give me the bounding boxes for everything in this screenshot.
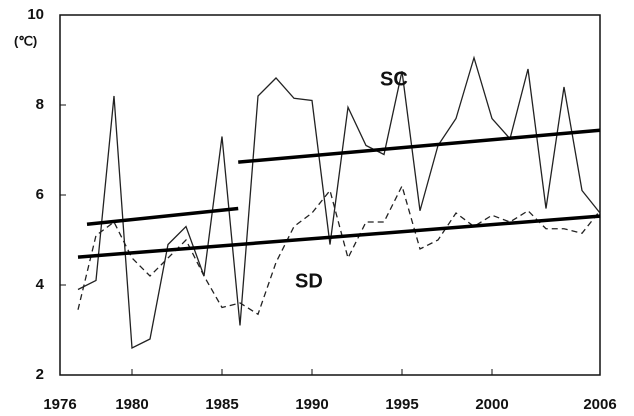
x-tick-label: 1980 bbox=[115, 396, 148, 413]
trend-line bbox=[86, 206, 239, 226]
x-tick-label: 1990 bbox=[295, 396, 328, 413]
trend-line bbox=[238, 128, 601, 164]
x-tick-label: 2000 bbox=[475, 396, 508, 413]
series-label: SC bbox=[380, 68, 408, 90]
series-line bbox=[77, 184, 601, 316]
x-tick-label: 2006 bbox=[583, 396, 616, 413]
x-tick-label: 1985 bbox=[205, 396, 238, 413]
y-tick-label: 4 bbox=[36, 276, 45, 293]
plot-frame bbox=[59, 14, 601, 376]
y-tick-label: 10 bbox=[27, 6, 44, 23]
y-axis-label: (℃) bbox=[14, 33, 37, 48]
series-label: SD bbox=[295, 270, 323, 292]
trend-line bbox=[77, 214, 601, 259]
y-tick-label: 6 bbox=[36, 186, 44, 203]
x-tick-label: 1995 bbox=[385, 396, 418, 413]
y-tick-label: 2 bbox=[36, 366, 44, 383]
x-tick-label: 1976 bbox=[43, 396, 76, 413]
y-tick-label: 8 bbox=[36, 96, 44, 113]
series-line bbox=[77, 55, 601, 350]
